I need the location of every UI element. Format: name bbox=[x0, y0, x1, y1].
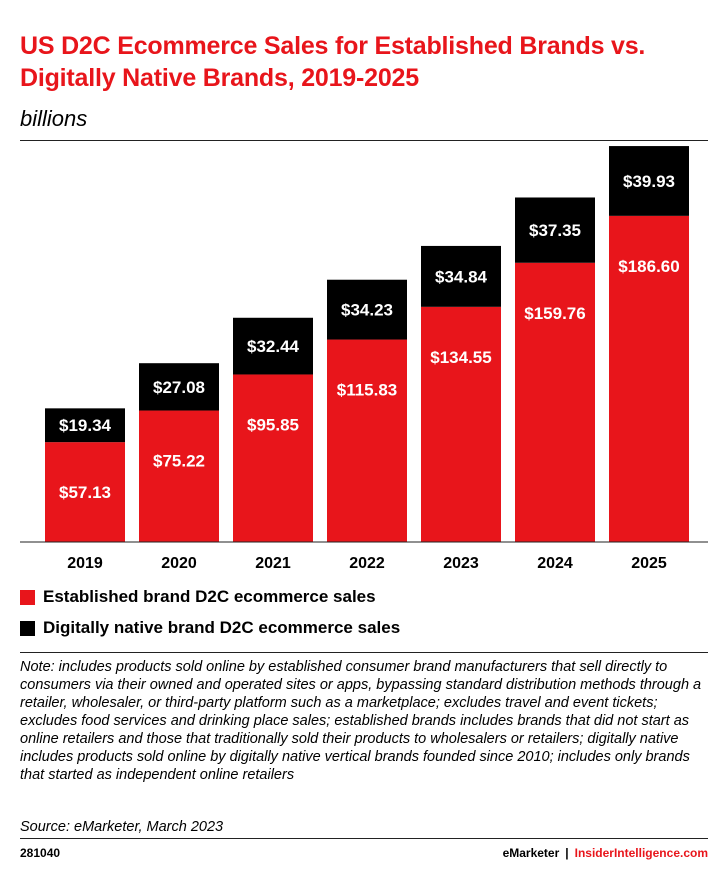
chart-note: Note: includes products sold online by e… bbox=[20, 659, 702, 783]
x-tick-2021: 2021 bbox=[255, 555, 291, 572]
label-established-2019: $57.13 bbox=[59, 483, 111, 502]
chart-title: US D2C Ecommerce Sales for Established B… bbox=[20, 32, 646, 92]
bar-native-2020 bbox=[139, 363, 219, 411]
x-tick-2025: 2025 bbox=[631, 555, 667, 572]
bar-established-2019 bbox=[45, 442, 125, 542]
x-tick-2024: 2024 bbox=[537, 555, 573, 572]
label-native-2024: $37.35 bbox=[529, 221, 581, 240]
x-axis-ticks: 2019 2020 2021 2022 2023 2024 2025 bbox=[67, 555, 667, 572]
bar-native-2025 bbox=[609, 146, 689, 216]
bar-native-2019 bbox=[45, 408, 125, 443]
x-tick-2022: 2022 bbox=[349, 555, 385, 572]
bar-native-2021 bbox=[233, 317, 313, 375]
legend-item-established: Established brand D2C ecommerce sales bbox=[20, 585, 400, 609]
chart-id: 281040 bbox=[20, 846, 61, 860]
legend: Established brand D2C ecommerce sales Di… bbox=[20, 585, 400, 647]
chart-subtitle: billions bbox=[20, 106, 88, 131]
label-established-2025: $186.60 bbox=[618, 257, 679, 276]
bar-established-2021 bbox=[233, 374, 313, 542]
legend-label-native: Digitally native brand D2C ecommerce sal… bbox=[43, 618, 401, 637]
label-established-2021: $95.85 bbox=[247, 415, 299, 434]
brand-emarketer: eMarketer bbox=[502, 846, 560, 860]
bar-native-2022 bbox=[327, 279, 407, 340]
label-established-2020: $75.22 bbox=[153, 452, 205, 471]
top-divider bbox=[20, 140, 708, 141]
bar-established-2022 bbox=[327, 339, 407, 542]
note-divider bbox=[20, 652, 708, 653]
chart-source: Source: eMarketer, March 2023 bbox=[20, 819, 224, 835]
label-native-2021: $32.44 bbox=[247, 337, 300, 356]
footer-brand: eMarketer | InsiderIntelligence.com bbox=[503, 846, 708, 860]
bar-established-2025 bbox=[609, 215, 689, 542]
label-native-2019: $19.34 bbox=[59, 416, 112, 435]
bar-established-2020 bbox=[139, 410, 219, 542]
label-established-2023: $134.55 bbox=[430, 348, 491, 367]
brand-insider-intelligence: InsiderIntelligence.com bbox=[574, 846, 708, 860]
bars-group: $57.13 $19.34 $75.22 $27.08 $95.85 $32.44 $115… bbox=[45, 146, 689, 542]
stacked-bar-chart: $57.13 $19.34 $75.22 $27.08 $95.85 $32.44 $115… bbox=[20, 146, 708, 572]
x-tick-2020: 2020 bbox=[161, 555, 197, 572]
legend-label-established: Established brand D2C ecommerce sales bbox=[43, 587, 376, 606]
x-tick-2023: 2023 bbox=[443, 555, 479, 572]
bar-established-2024 bbox=[515, 262, 595, 542]
bar-native-2024 bbox=[515, 197, 595, 263]
brand-separator: | bbox=[565, 846, 569, 860]
label-established-2024: $159.76 bbox=[524, 304, 585, 323]
legend-swatch-native bbox=[20, 620, 35, 636]
label-native-2020: $27.08 bbox=[153, 378, 205, 397]
label-native-2025: $39.93 bbox=[623, 172, 675, 191]
legend-swatch-established bbox=[20, 589, 35, 605]
label-established-2022: $115.83 bbox=[337, 381, 398, 400]
label-native-2022: $34.23 bbox=[341, 301, 393, 320]
bar-established-2023 bbox=[421, 306, 501, 542]
legend-item-native: Digitally native brand D2C ecommerce sal… bbox=[20, 616, 400, 640]
label-native-2023: $34.84 bbox=[435, 267, 488, 286]
x-tick-2019: 2019 bbox=[67, 555, 103, 572]
bar-native-2023 bbox=[421, 245, 501, 307]
footer-divider bbox=[20, 838, 708, 839]
